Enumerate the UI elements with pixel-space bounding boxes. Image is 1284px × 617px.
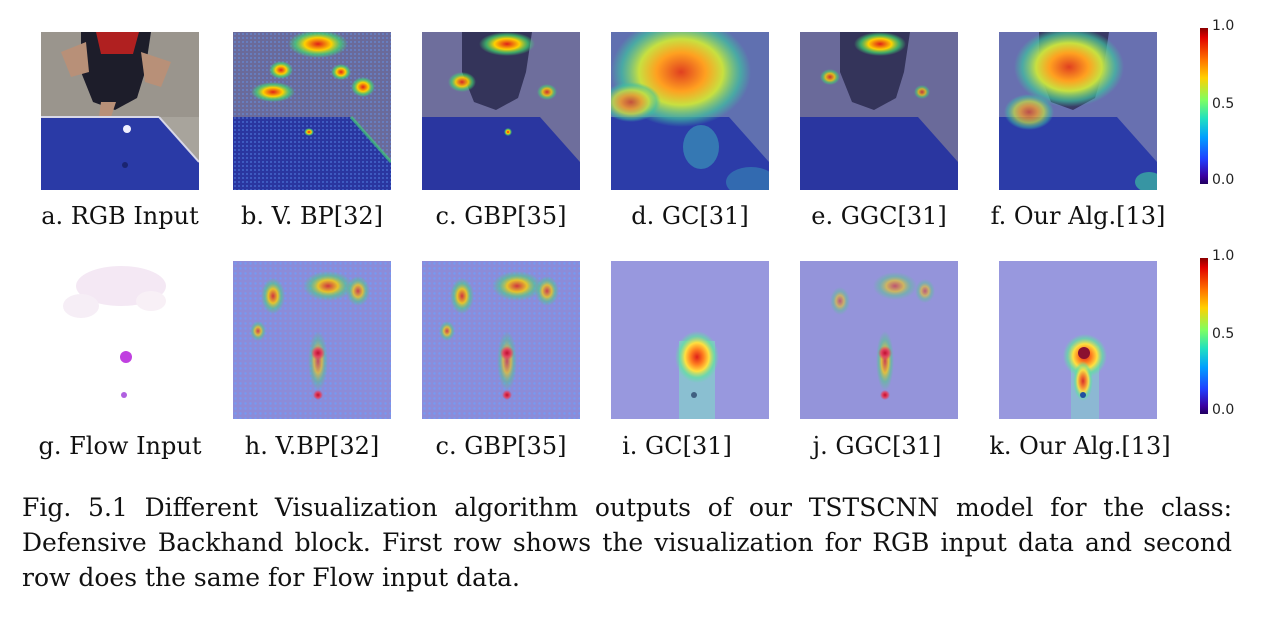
caption-gc-rgb: d. GC[31] [631, 202, 749, 230]
caption-flow-input: g. Flow Input [38, 432, 202, 460]
colorbar-flow [1200, 258, 1208, 414]
colorbar-rgb-mid-label: 0.5 [1212, 96, 1235, 112]
caption-ggc-flow: j. GGC[31] [812, 432, 942, 460]
colorbar-flow-bottom-label: 0.0 [1212, 402, 1235, 418]
figure-caption: Fig. 5.1 Different Visualization algorit… [22, 493, 1232, 592]
our-alg-rgb-map [999, 32, 1157, 190]
guided-bp-rgb-map [422, 32, 580, 190]
colorbar-rgb-top-label: 1.0 [1212, 18, 1235, 34]
our-alg-flow-map [999, 261, 1157, 419]
flow-input-image [41, 261, 199, 419]
caption-gc-flow: i. GC[31] [622, 432, 732, 460]
vanilla-bp-flow-map [233, 261, 391, 419]
caption-gbp-rgb: c. GBP[35] [435, 202, 567, 230]
vanilla-bp-rgb-map [233, 32, 391, 190]
colorbar-flow-mid-label: 0.5 [1212, 326, 1235, 342]
guided-gradcam-flow-map [800, 261, 958, 419]
guided-gradcam-rgb-map [800, 32, 958, 190]
caption-vbp-flow: h. V.BP[32] [244, 432, 380, 460]
caption-gbp-flow: c. GBP[35] [435, 432, 567, 460]
caption-vbp-rgb: b. V. BP[32] [240, 202, 384, 230]
guided-bp-flow-map [422, 261, 580, 419]
caption-rgb-input: a. RGB Input [41, 202, 199, 230]
colorbar-flow-top-label: 1.0 [1212, 248, 1235, 264]
rgb-input-image [41, 32, 199, 190]
colorbar-rgb [1200, 28, 1208, 184]
colorbar-rgb-bottom-label: 0.0 [1212, 172, 1235, 188]
caption-our-alg-rgb: f. Our Alg.[13] [990, 202, 1166, 230]
gradcam-rgb-map [611, 32, 769, 190]
caption-ggc-rgb: e. GGC[31] [811, 202, 947, 230]
caption-our-alg-flow: k. Our Alg.[13] [989, 432, 1171, 460]
gradcam-flow-map [611, 261, 769, 419]
